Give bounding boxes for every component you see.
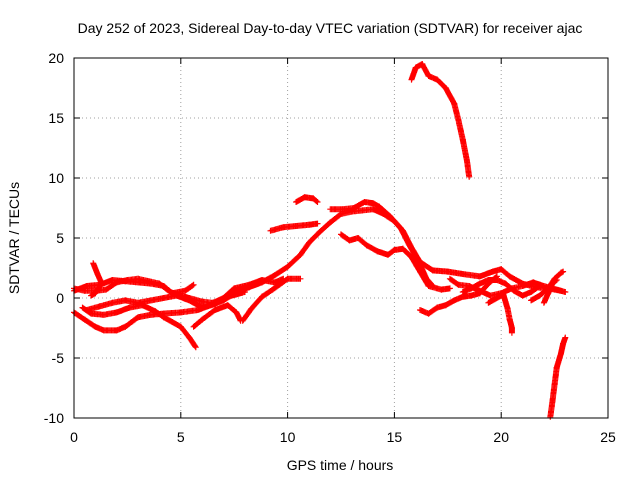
data-point-segment	[459, 136, 470, 165]
data-point-segment	[269, 275, 291, 293]
series-track-9	[267, 220, 321, 234]
x-tick-label: 25	[600, 429, 616, 445]
data-point-segment	[224, 302, 240, 316]
series-track-20	[547, 334, 569, 420]
data-point-segment	[506, 273, 526, 287]
series-track-16	[485, 291, 515, 336]
data-point-segment	[177, 323, 193, 341]
data-point-segment	[419, 61, 432, 79]
data-point-segment	[508, 325, 515, 336]
data-point-segment	[553, 286, 569, 295]
data-point-segment	[81, 316, 99, 330]
data-point-segment	[259, 286, 276, 300]
series-track-18	[540, 277, 560, 306]
x-tick-label: 15	[387, 429, 403, 445]
data-point-segment	[88, 290, 99, 299]
data-layer	[71, 61, 569, 420]
data-point-segment	[423, 275, 436, 289]
x-tick-label: 5	[177, 429, 185, 445]
y-tick-label: 0	[56, 290, 64, 306]
data-point-segment	[284, 275, 304, 282]
chart-title: Day 252 of 2023, Sidereal Day-to-day VTE…	[78, 20, 583, 36]
data-point-segment	[297, 239, 312, 258]
data-point-segment	[399, 245, 415, 261]
data-point-segment	[190, 316, 206, 330]
data-point-segment	[502, 280, 517, 294]
tick-layer: 0 5 10 15 20 25 -10 -5 0 5 10 15 20	[44, 50, 616, 445]
data-point-segment	[549, 277, 560, 287]
data-point-segment	[271, 275, 287, 286]
y-axis-label: SDTVAR / TECUs	[6, 182, 22, 294]
data-point-segment	[464, 158, 473, 180]
x-tick-label: 10	[280, 429, 296, 445]
data-point-segment	[306, 229, 323, 246]
data-point-segment	[498, 266, 513, 280]
data-point-segment	[122, 314, 142, 330]
y-tick-label: -10	[44, 410, 64, 426]
data-point-segment	[233, 289, 248, 298]
series-track-11	[338, 231, 453, 293]
grid-layer	[74, 58, 608, 418]
data-point-segment	[182, 281, 197, 294]
data-point-segment	[306, 220, 321, 228]
data-point-segment	[284, 251, 304, 270]
data-point-segment	[186, 334, 199, 351]
y-tick-label: 15	[48, 110, 64, 126]
data-point-segment	[376, 203, 394, 220]
data-point-segment	[438, 285, 453, 293]
series-track-10	[293, 194, 321, 205]
x-tick-label: 20	[493, 429, 509, 445]
y-tick-label: -5	[52, 350, 65, 366]
data-point-segment	[387, 213, 404, 232]
data-point-segment	[316, 219, 334, 235]
data-point-segment	[363, 242, 381, 255]
data-point-segment	[397, 225, 413, 249]
data-point-segment	[310, 195, 321, 205]
series-track-19	[408, 61, 473, 180]
data-point-segment	[92, 280, 105, 297]
series-track-4	[88, 260, 105, 299]
series-track-6	[83, 289, 248, 313]
data-point-segment	[434, 76, 449, 91]
data-point-segment	[248, 293, 265, 312]
data-point-segment	[103, 279, 120, 293]
data-point-segment	[355, 235, 370, 249]
series-track-7	[190, 302, 244, 330]
y-tick-label: 20	[48, 50, 64, 66]
series-track-5	[79, 302, 199, 351]
data-point-segment	[327, 211, 344, 226]
series-track-12	[327, 199, 436, 289]
x-axis-label: GPS time / hours	[287, 457, 394, 473]
data-point-segment	[271, 263, 291, 279]
data-point-segment	[199, 307, 218, 323]
y-tick-label: 10	[48, 170, 64, 186]
y-tick-label: 5	[56, 230, 64, 246]
data-point-segment	[560, 334, 569, 347]
series-track-8	[239, 275, 304, 324]
data-point-segment	[455, 117, 466, 143]
series-track-15	[459, 277, 543, 299]
data-point-segment	[528, 283, 543, 295]
x-tick-label: 0	[70, 429, 78, 445]
data-point-segment	[239, 305, 255, 324]
data-point-segment	[558, 268, 567, 276]
data-point-segment	[212, 293, 231, 307]
